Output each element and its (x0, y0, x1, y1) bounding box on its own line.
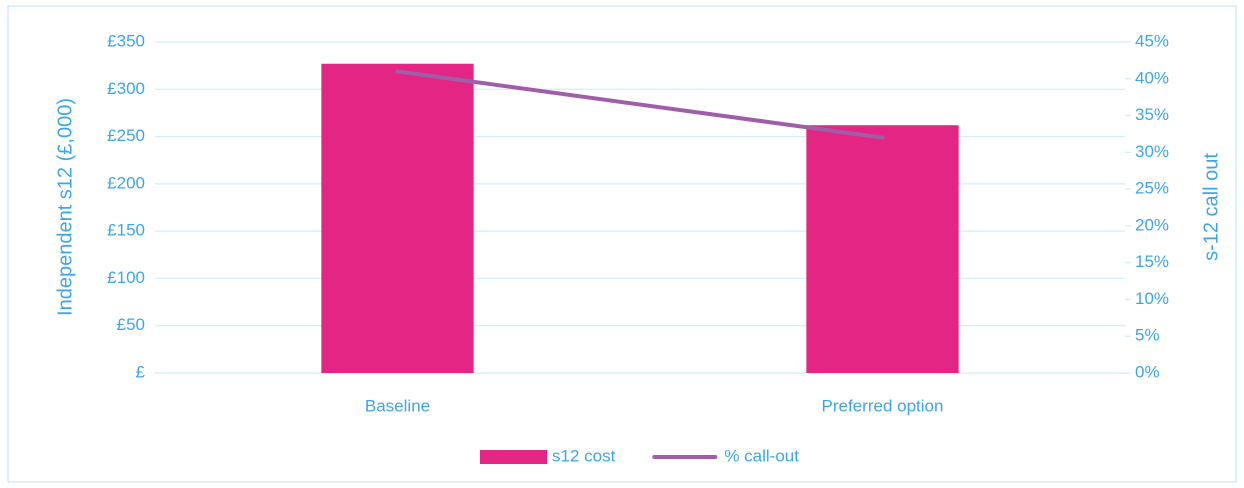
y2-tick-label: 35% (1135, 105, 1169, 124)
y2-tick-label: 45% (1135, 31, 1169, 50)
chart-border (7, 5, 1237, 483)
y2-tick-label: 5% (1135, 326, 1160, 345)
y2-tick-label: 20% (1135, 215, 1169, 234)
bar (806, 125, 959, 373)
line (395, 69, 885, 140)
x-tick-label: Preferred option (822, 396, 944, 415)
y-tick-label: £50 (117, 315, 145, 334)
y2-tick-label: 0% (1135, 362, 1160, 381)
y-tick-label: £300 (107, 79, 145, 98)
x-tick-label: Baseline (365, 396, 430, 415)
y2-tick-label: 10% (1135, 289, 1169, 308)
bar (321, 63, 474, 373)
y-tick-label: £150 (107, 221, 145, 240)
y2-axis-title: s-12 call out (1200, 153, 1222, 261)
legend-swatch (480, 450, 547, 464)
y-axis-title: Independent s12 (£,000) (54, 98, 76, 316)
y-tick-label: £350 (107, 31, 145, 50)
y2-tick-label: 40% (1135, 68, 1169, 87)
legend-label: % call-out (724, 446, 799, 465)
y-tick-label: £100 (107, 268, 145, 287)
y2-tick-label: 25% (1135, 179, 1169, 198)
y-tick-label: £250 (107, 126, 145, 145)
legend-label: s12 cost (552, 446, 616, 465)
y2-tick-label: 30% (1135, 142, 1169, 161)
y2-tick-label: 15% (1135, 252, 1169, 271)
y-tick-label: £200 (107, 173, 145, 192)
y-tick-label: £ (136, 362, 146, 381)
